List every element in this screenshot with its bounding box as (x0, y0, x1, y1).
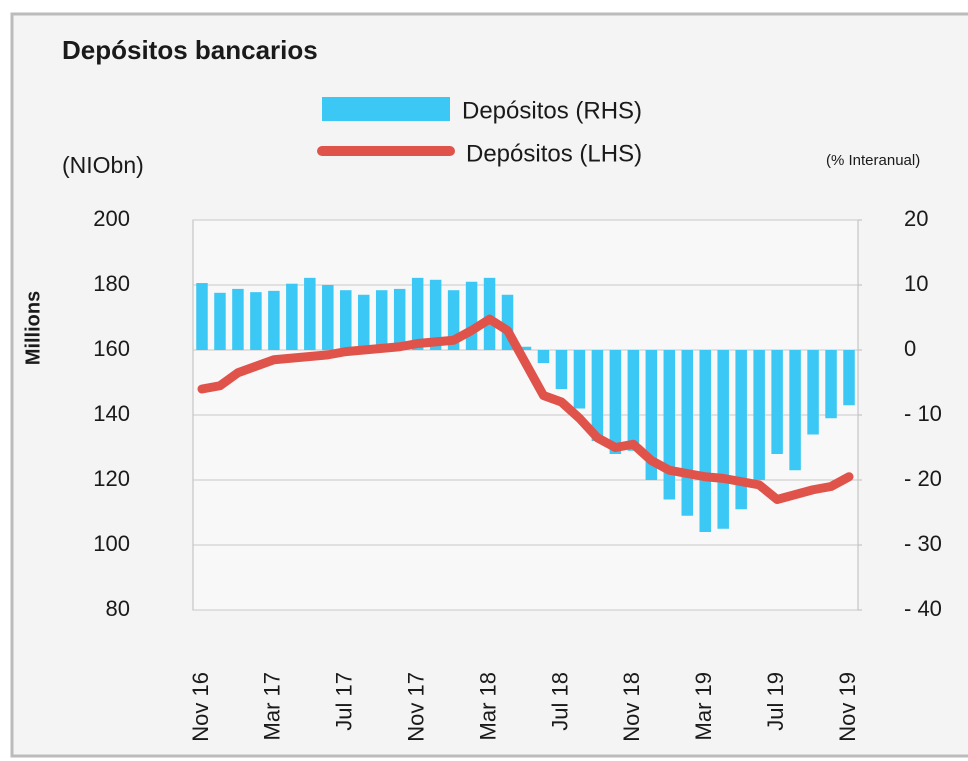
y2-tick-label: - 40 (904, 596, 942, 621)
x-tick-label: Jul 18 (547, 672, 572, 731)
bar (717, 350, 729, 529)
y2-unit: (% Interanual) (826, 152, 920, 169)
bar (214, 292, 226, 350)
x-tick-label: Mar 19 (691, 672, 716, 740)
bar (411, 277, 424, 350)
bar (699, 350, 711, 532)
y2-tick-label: 10 (904, 271, 928, 296)
y2-tick-label: - 30 (904, 531, 942, 556)
bar (483, 277, 496, 350)
bar (609, 350, 622, 454)
bar (681, 350, 694, 516)
y-tick-label: 80 (106, 596, 130, 621)
x-tick-label: Jul 19 (763, 672, 788, 731)
bar (645, 350, 658, 480)
x-tick-label: Nov 19 (835, 672, 860, 742)
x-tick-label: Nov 18 (619, 672, 644, 742)
x-tick-label: Nov 16 (188, 672, 213, 742)
bar (232, 288, 244, 350)
bar (357, 294, 370, 350)
y-tick-label: 120 (93, 466, 130, 491)
bar (825, 350, 837, 419)
bar (429, 279, 442, 350)
legend-swatch (322, 97, 450, 121)
y-tick-label: 180 (93, 271, 130, 296)
bar (771, 350, 783, 454)
bar (537, 350, 550, 363)
bar (340, 290, 352, 350)
y2-tick-label: 0 (904, 336, 916, 361)
y-tick-label: 140 (93, 401, 130, 426)
x-tick-label: Mar 17 (260, 672, 285, 740)
bar (322, 285, 334, 350)
y-axis-label: Millions (22, 291, 44, 365)
bar (789, 350, 801, 471)
bar (555, 350, 568, 389)
bar (286, 283, 298, 350)
y2-tick-label: 20 (904, 206, 928, 231)
bar (519, 346, 532, 350)
bar (843, 350, 855, 406)
bar (573, 350, 586, 409)
line (197, 314, 854, 504)
bar (196, 283, 208, 350)
y-tick-label: 160 (93, 336, 130, 361)
y-unit: (NIObn) (62, 152, 144, 178)
x-tick-label: Mar 18 (475, 672, 500, 740)
bar (375, 290, 388, 350)
bar (465, 281, 478, 350)
y-tick-label: 200 (93, 206, 130, 231)
y2-tick-label: - 10 (904, 401, 942, 426)
bar (501, 294, 514, 350)
x-tick-label: Nov 17 (403, 672, 428, 742)
bar (627, 350, 640, 451)
y-tick-label: 100 (93, 531, 130, 556)
bar (663, 350, 676, 500)
y2-tick-label: - 20 (904, 466, 942, 491)
bar (447, 290, 460, 350)
bar (591, 350, 604, 441)
bar (807, 350, 819, 435)
bar (735, 350, 747, 510)
bar (304, 277, 316, 350)
bar (250, 292, 262, 350)
chart-title: Depósitos bancarios (62, 35, 318, 65)
bar (753, 350, 765, 480)
bar (393, 288, 406, 350)
x-tick-label: Jul 17 (332, 672, 357, 731)
bar (268, 290, 280, 350)
legend-label: Depósitos (RHS) (462, 97, 642, 124)
legend-label: Depósitos (LHS) (466, 140, 642, 167)
